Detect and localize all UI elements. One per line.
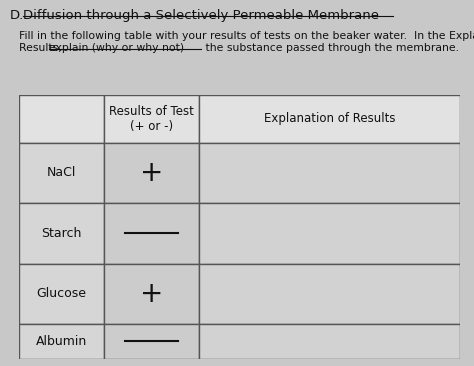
Text: Explanation of Results: Explanation of Results — [264, 112, 395, 126]
Bar — [104, 95, 199, 143]
Bar — [199, 143, 460, 203]
Text: Albumin: Albumin — [36, 335, 87, 348]
Text: Starch: Starch — [41, 227, 82, 240]
Text: D.: D. — [9, 9, 24, 22]
Bar — [199, 324, 460, 359]
Text: Results,: Results, — [19, 43, 65, 53]
Bar — [104, 203, 199, 264]
Bar — [19, 203, 104, 264]
Bar — [19, 95, 104, 143]
Bar — [104, 143, 199, 203]
Bar — [199, 264, 460, 324]
Text: explain (why or why not): explain (why or why not) — [49, 43, 184, 53]
Text: +: + — [140, 159, 164, 187]
Bar — [199, 203, 460, 264]
Bar — [19, 324, 104, 359]
Text: Results of Test
(+ or -): Results of Test (+ or -) — [109, 105, 194, 133]
Bar — [19, 143, 104, 203]
Bar — [199, 95, 460, 143]
Text: Diffusion through a Selectively Permeable Membrane: Diffusion through a Selectively Permeabl… — [23, 9, 379, 22]
Text: Glucose: Glucose — [36, 287, 87, 300]
Text: +: + — [140, 280, 164, 308]
Text: Fill in the following table with your results of tests on the beaker water.  In : Fill in the following table with your re… — [19, 31, 474, 41]
Text: the substance passed through the membrane.: the substance passed through the membran… — [202, 43, 459, 53]
Bar — [104, 324, 199, 359]
Bar — [104, 264, 199, 324]
Text: NaCl: NaCl — [47, 167, 76, 179]
Bar — [19, 264, 104, 324]
